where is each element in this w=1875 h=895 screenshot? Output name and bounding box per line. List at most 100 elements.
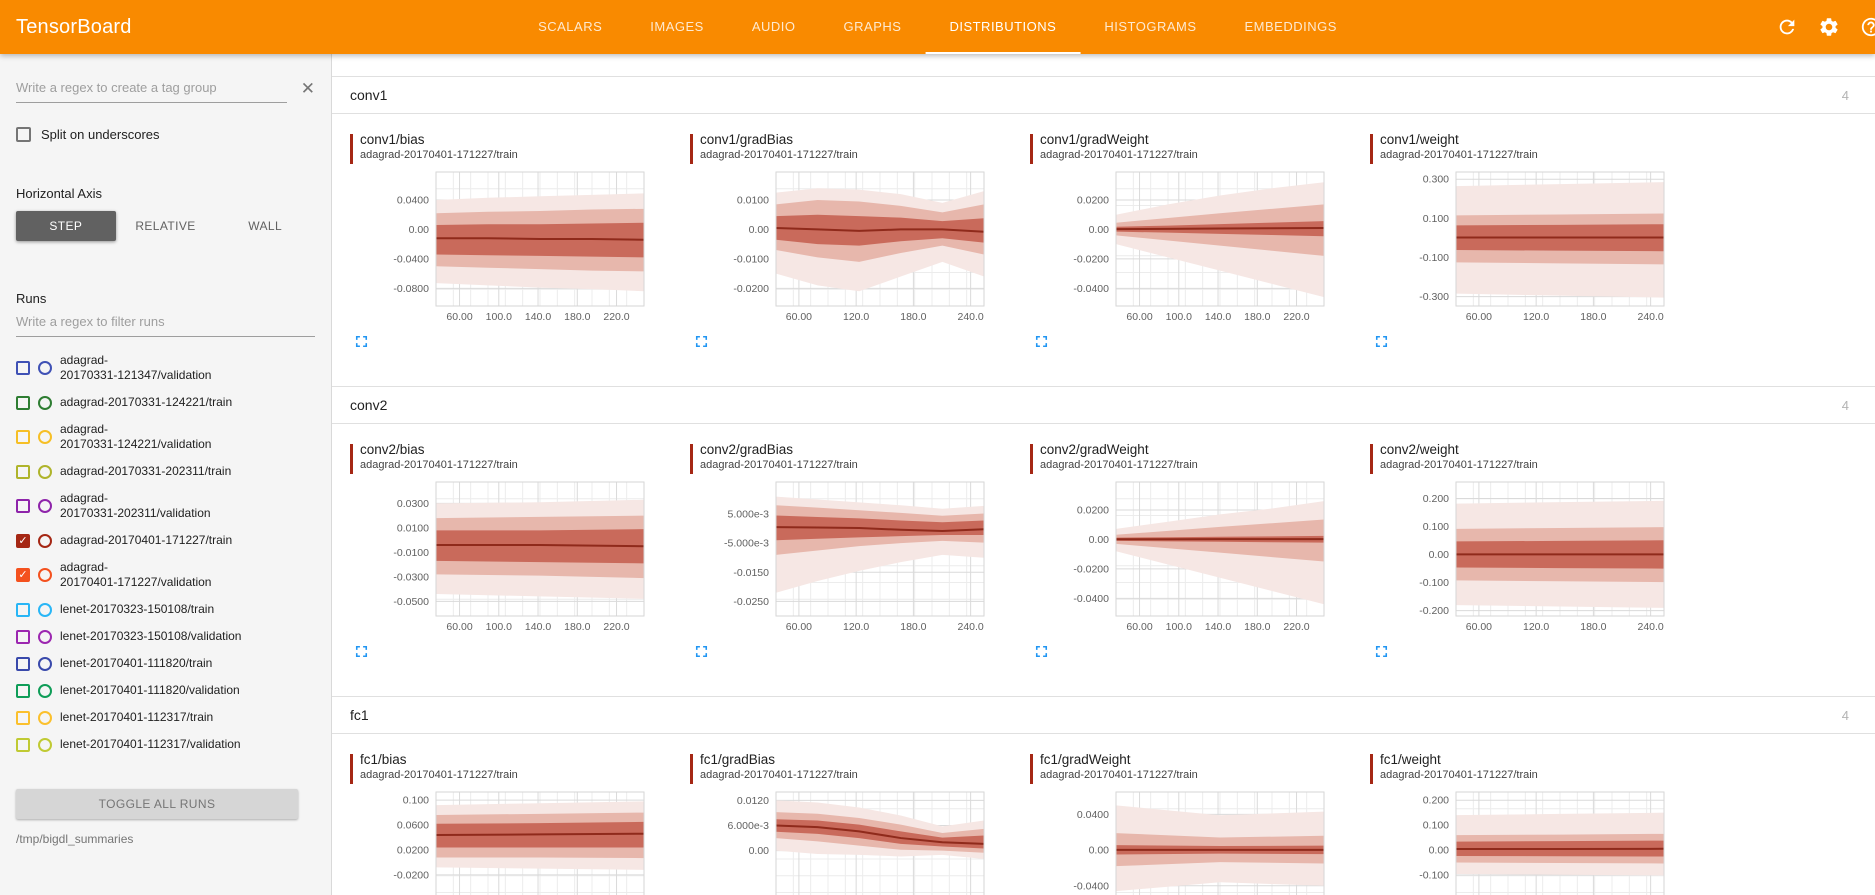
fullscreen-icon[interactable] [692,332,711,351]
tag-section: conv2 4 conv2/bias adagrad-20170401-1712… [332,386,1875,696]
run-isolate-circle[interactable] [38,395,52,410]
distribution-chart: 0.0300 0.0100 -0.0100 -0.0300 -0.0500 60.00 10… [393,481,645,633]
run-isolate-circle[interactable] [38,361,52,375]
svg-text:140.0: 140.0 [525,621,551,633]
run-row[interactable]: lenet-20170323-150108/train [16,596,291,623]
run-isolate-circle[interactable] [38,430,52,444]
run-isolate-circle[interactable] [38,656,52,671]
run-row[interactable]: lenet-20170323-150108/validation [16,623,291,650]
run-color-bar [350,754,353,784]
run-name: adagrad-20170331-202311/train [60,464,232,478]
runs-label: Runs [16,291,47,306]
run-name: adagrad- 20170331-121347/validation [60,353,212,382]
run-checkbox[interactable] [16,656,30,671]
chart-card: fc1/weight adagrad-20170401-171227/train… [1370,752,1670,895]
run-row[interactable]: adagrad-20170331-124221/train [16,389,291,416]
close-icon[interactable]: ✕ [300,79,315,98]
run-row[interactable]: ✓ adagrad- 20170401-171227/validation [16,554,291,596]
svg-text:180.0: 180.0 [564,311,590,323]
section-header[interactable]: conv1 4 [332,76,1875,114]
run-color-bar [1370,134,1373,164]
run-regex-input[interactable] [16,308,315,337]
chart-run-label: adagrad-20170401-171227/train [700,769,858,781]
svg-text:180.0: 180.0 [900,621,926,633]
axis-option-button[interactable]: STEP [16,211,116,241]
tag-regex-input[interactable] [16,74,287,103]
run-checkbox[interactable] [16,464,30,479]
run-checkbox[interactable]: ✓ [16,568,30,582]
run-row[interactable]: adagrad- 20170331-124221/validation [16,416,291,458]
chart-run-label: adagrad-20170401-171227/train [1380,149,1538,161]
settings-icon[interactable] [1818,16,1840,38]
fullscreen-icon[interactable] [1032,332,1051,351]
run-isolate-circle[interactable] [38,533,52,548]
svg-text:60.00: 60.00 [1466,621,1492,633]
fullscreen-icon[interactable] [692,642,711,661]
run-row[interactable]: lenet-20170401-112317/train [16,704,291,731]
fullscreen-icon[interactable] [352,332,371,351]
section-header[interactable]: conv2 4 [332,386,1875,424]
section-header[interactable]: fc1 4 [332,696,1875,734]
run-checkbox[interactable] [16,737,30,752]
run-row[interactable]: lenet-20170401-111820/train [16,650,291,677]
app-header: TensorBoard SCALARS IMAGES AUDIO GRAPHS DIST… [0,0,1875,54]
svg-text:0.00: 0.00 [1089,224,1110,236]
run-isolate-circle[interactable] [38,464,52,479]
run-checkbox[interactable] [16,395,30,410]
nav-tab[interactable]: DISTRIBUTIONS [925,0,1081,54]
split-underscores-checkbox[interactable]: Split on underscores [16,127,315,142]
svg-text:180.0: 180.0 [1244,311,1270,323]
split-underscores-label: Split on underscores [41,127,160,142]
fullscreen-icon[interactable] [1372,642,1391,661]
help-icon[interactable] [1860,16,1875,38]
run-isolate-circle[interactable] [38,737,52,752]
chart-title: conv2/weight [1380,442,1459,457]
run-checkbox[interactable] [16,602,30,617]
nav-tab[interactable]: EMBEDDINGS [1244,18,1337,34]
fullscreen-icon[interactable] [1032,642,1051,661]
svg-text:0.00: 0.00 [1429,549,1450,561]
svg-text:0.200: 0.200 [1423,795,1449,807]
axis-option-button[interactable]: RELATIVE [135,219,196,233]
axis-option-button[interactable]: WALL [248,219,283,233]
run-isolate-circle[interactable] [38,710,52,725]
run-row[interactable]: adagrad- 20170331-121347/validation [16,347,291,389]
section-title: conv1 [350,87,388,103]
run-isolate-circle[interactable] [38,568,52,582]
chart-title: conv1/bias [360,132,425,147]
run-color-bar [1370,754,1373,784]
run-row[interactable]: adagrad-20170331-202311/train [16,458,291,485]
run-row[interactable]: lenet-20170401-112317/validation [16,731,291,758]
run-row[interactable]: lenet-20170401-111820/validation [16,677,291,704]
run-isolate-circle[interactable] [38,499,52,513]
svg-text:180.0: 180.0 [900,311,926,323]
run-checkbox[interactable] [16,499,30,513]
run-checkbox[interactable] [16,629,30,644]
run-isolate-circle[interactable] [38,629,52,644]
nav-tab[interactable]: GRAPHS [843,18,902,34]
fullscreen-icon[interactable] [1372,332,1391,351]
toggle-all-runs-button[interactable]: TOGGLE ALL RUNS [16,789,298,819]
nav-tab[interactable]: IMAGES [650,18,704,34]
run-isolate-circle[interactable] [38,602,52,617]
run-checkbox[interactable] [16,361,30,375]
nav-tab[interactable]: AUDIO [751,18,796,34]
svg-text:0.0100: 0.0100 [397,522,429,534]
run-checkbox[interactable] [16,683,30,698]
run-isolate-circle[interactable] [38,683,52,698]
chart-card: conv1/bias adagrad-20170401-171227/train… [350,132,650,356]
fullscreen-icon[interactable] [352,642,371,661]
nav-tab[interactable]: SCALARS [538,18,603,34]
chart-run-label: adagrad-20170401-171227/train [1040,769,1198,781]
svg-text:240.0: 240.0 [958,311,984,323]
svg-text:100.0: 100.0 [486,311,512,323]
nav-tab[interactable]: HISTOGRAMS [1104,18,1197,34]
run-row[interactable]: ✓ adagrad-20170401-171227/train [16,527,291,554]
run-checkbox[interactable]: ✓ [16,533,30,548]
chart-card: conv1/gradBias adagrad-20170401-171227/t… [690,132,990,356]
chart-title: fc1/bias [360,752,407,767]
run-checkbox[interactable] [16,430,30,444]
run-row[interactable]: adagrad- 20170331-202311/validation [16,485,291,527]
run-checkbox[interactable] [16,710,30,725]
refresh-icon[interactable] [1776,16,1798,38]
